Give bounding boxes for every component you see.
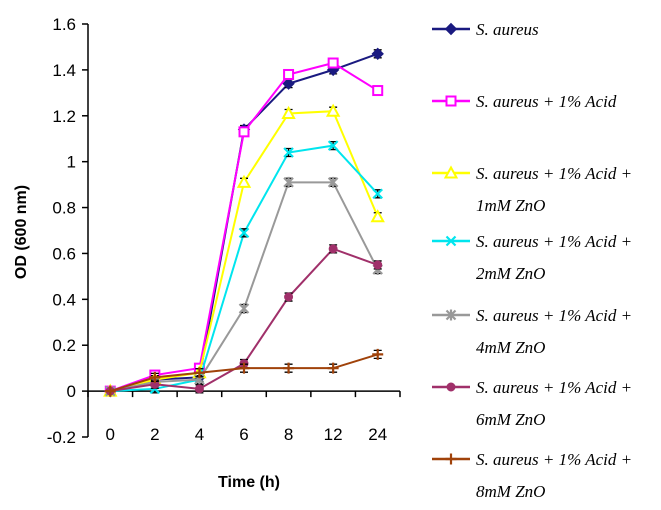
data-point	[327, 176, 339, 188]
series-group	[104, 348, 384, 397]
legend-label: 6mM ZnO	[476, 410, 545, 429]
plot-series	[103, 47, 385, 398]
data-point	[283, 68, 295, 80]
y-tick-label: 1.2	[52, 107, 76, 126]
data-point	[282, 77, 295, 90]
x-axis-title: Time (h)	[218, 474, 280, 491]
y-tick-label: 0.4	[52, 290, 76, 309]
x-tick-label: 12	[324, 425, 343, 444]
data-point	[327, 362, 339, 374]
legend-marker	[444, 22, 458, 36]
legend-entry: S. aureus + 1% Acid	[432, 92, 617, 111]
data-point	[325, 103, 341, 117]
legend-entry: S. aureus + 1% Acid + 1mM ZnO	[432, 164, 632, 215]
data-point	[236, 174, 252, 188]
y-tick-label: 1.6	[52, 15, 76, 34]
data-point	[327, 140, 339, 151]
x-tick-label: 2	[150, 425, 159, 444]
legend-label: S. aureus + 1% Acid +	[476, 450, 632, 469]
y-tick-label: 0.6	[52, 244, 76, 263]
data-point	[283, 147, 294, 158]
legend-label: S. aureus + 1% Acid +	[476, 306, 632, 325]
data-point	[149, 371, 161, 383]
data-point	[372, 348, 384, 360]
series-group	[103, 103, 385, 397]
data-point	[238, 227, 250, 239]
series-group	[104, 57, 384, 397]
data-point	[370, 209, 385, 223]
legend-entry: S. aureus + 1% Acid + 2mM ZnO	[432, 232, 632, 283]
legend-label: S. aureus	[476, 20, 539, 39]
data-point	[283, 362, 295, 374]
chart-legend: S. aureus S. aureus + 1% Acid S. aureus + …	[432, 20, 632, 501]
data-point	[327, 57, 339, 69]
data-point	[238, 126, 250, 138]
legend-marker	[445, 453, 457, 465]
x-tick-label: 8	[284, 425, 293, 444]
legend-label: S. aureus + 1% Acid +	[476, 232, 632, 251]
data-point	[284, 292, 294, 302]
plot-axes: -0.200.20.40.60.811.21.41.60 2 4 6 8 12 24	[47, 15, 401, 447]
data-point	[193, 367, 205, 379]
data-point	[238, 303, 250, 315]
legend-entry: S. aureus	[432, 20, 539, 39]
y-tick-label: 1.4	[52, 61, 76, 80]
legend-label: 8mM ZnO	[476, 482, 545, 501]
legend-label: S. aureus + 1% Acid	[476, 92, 617, 111]
data-point	[373, 260, 383, 270]
legend-entry: S. aureus + 1% Acid + 6mM ZnO	[432, 378, 632, 429]
x-tick-label: 4	[195, 425, 204, 444]
legend-label: 2mM ZnO	[476, 264, 545, 283]
data-point	[283, 176, 294, 188]
y-tick-label: 1	[67, 153, 76, 172]
data-point	[371, 47, 384, 61]
legend-entry: S. aureus + 1% Acid + 4mM ZnO	[432, 306, 632, 357]
data-point	[372, 85, 384, 97]
series-line	[110, 52, 379, 393]
y-tick-label: -0.2	[47, 428, 76, 447]
legend-marker	[445, 309, 457, 321]
y-tick-label: 0.8	[52, 199, 76, 218]
x-tick-label: 24	[368, 425, 387, 444]
legend-marker	[443, 165, 459, 179]
legend-label: S. aureus + 1% Acid +	[476, 378, 632, 397]
data-point	[281, 105, 296, 119]
legend-entry: S. aureus + 1% Acid + 8mM ZnO	[432, 450, 632, 501]
data-point	[194, 384, 204, 394]
data-point	[104, 385, 116, 397]
x-tick-label: 0	[106, 425, 115, 444]
y-tick-label: 0.2	[52, 336, 76, 355]
series-group	[104, 47, 384, 398]
legend-label: S. aureus + 1% Acid +	[476, 164, 632, 183]
data-point	[372, 188, 383, 200]
legend-label: 1mM ZnO	[476, 196, 545, 215]
legend-marker	[445, 95, 457, 107]
data-point	[238, 362, 250, 374]
legend-label: 4mM ZnO	[476, 338, 545, 357]
y-axis-title: OD (600 nm)	[13, 185, 30, 279]
y-tick-label: 0	[67, 382, 76, 401]
legend-marker	[445, 235, 457, 247]
data-point	[328, 244, 338, 254]
x-tick-label: 6	[239, 425, 248, 444]
legend-marker	[446, 382, 456, 392]
